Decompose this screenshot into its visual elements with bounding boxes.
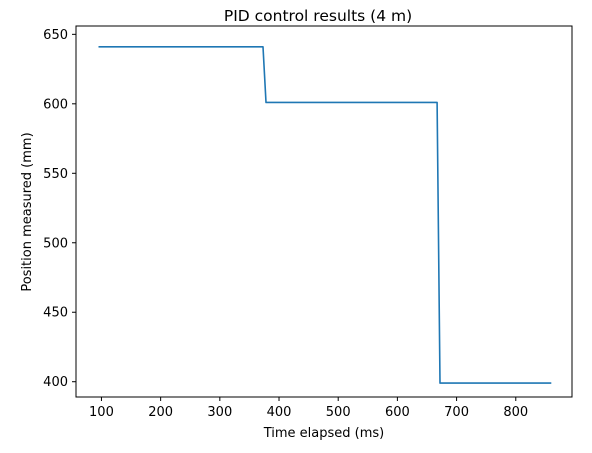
y-tick-label: 650 [43,28,68,43]
x-tick-label: 500 [326,405,351,420]
y-tick-label: 500 [43,236,68,251]
chart-title: PID control results (4 m) [224,7,412,25]
x-axis-label: Time elapsed (ms) [263,426,385,441]
plot-area-frame [75,25,573,398]
y-axis-label: Position measured (mm) [20,132,35,291]
x-tick-label: 400 [267,405,292,420]
x-tick-label: 800 [503,405,528,420]
y-axis: 400 450 500 550 600 650 [43,28,76,390]
x-tick-label: 600 [385,405,410,420]
x-tick-label: 200 [148,405,173,420]
series-layer [98,45,552,384]
y-tick-label: 450 [43,306,68,321]
x-axis: 100 200 300 400 500 600 700 800 [89,397,528,420]
series-line [98,45,552,384]
x-tick-label: 100 [89,405,114,420]
y-tick-label: 400 [43,375,68,390]
y-tick-label: 550 [43,167,68,182]
x-tick-label: 300 [207,405,232,420]
y-tick-label: 600 [43,97,68,112]
x-tick-label: 700 [444,405,469,420]
